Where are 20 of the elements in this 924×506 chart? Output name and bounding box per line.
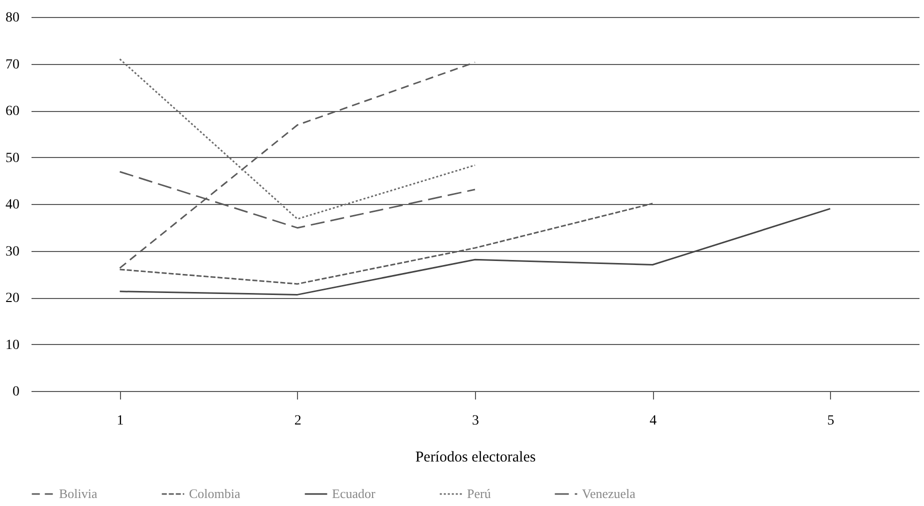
y-tick-label: 60 — [6, 104, 20, 119]
y-tick-label: 70 — [6, 57, 20, 72]
y-tick-label: 10 — [6, 338, 20, 353]
y-tick-label: 0 — [12, 384, 20, 400]
legend-label: Venezuela — [582, 486, 636, 501]
x-tick-label: 2 — [294, 414, 302, 428]
x-tick-label: 4 — [650, 414, 657, 428]
legend-label: Colombia — [189, 486, 241, 501]
x-tick-label: 5 — [827, 414, 834, 428]
y-tick-label: 50 — [6, 150, 20, 166]
legend-label: Ecuador — [332, 486, 376, 501]
legend-label: Perú — [467, 486, 492, 501]
y-tick-label: 80 — [6, 10, 20, 26]
x-tick-label: 1 — [116, 414, 124, 428]
x-axis-title: Períodos electorales — [415, 450, 536, 466]
y-tick-label: 40 — [6, 198, 20, 212]
y-tick-label: 30 — [6, 244, 20, 260]
x-tick-label: 3 — [472, 414, 479, 428]
legend-label: Bolivia — [59, 486, 98, 501]
y-tick-label: 20 — [6, 291, 20, 306]
